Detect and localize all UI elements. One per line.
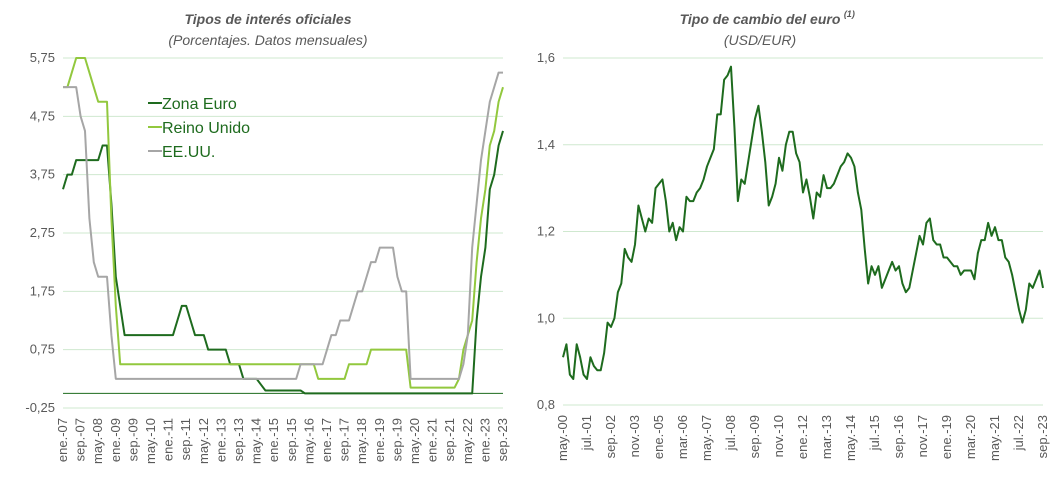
y-tick-label: 1,0 (537, 310, 555, 325)
x-tick-label: jul.-22 (1011, 415, 1026, 451)
line-series (62, 130, 504, 395)
x-tick-label: sep.-07 (73, 418, 88, 461)
x-tick-label: jul.-08 (723, 415, 738, 451)
x-tick-label: may.-07 (699, 415, 714, 461)
x-tick-label: sep.-17 (337, 418, 352, 461)
x-tick-label: jul.-01 (579, 415, 594, 451)
x-tick-label: may.-20 (407, 418, 422, 464)
x-tick-label: may.-00 (555, 415, 570, 461)
x-tick-label: ene.-15 (266, 418, 281, 462)
legend-label: Zona Euro (162, 96, 237, 113)
x-tick-label: ene.-19 (372, 418, 387, 462)
x-tick-label: ene.-05 (651, 415, 666, 459)
y-tick-label: 1,75 (30, 283, 55, 298)
x-tick-label: ene.-23 (477, 418, 492, 462)
chart-title: Tipo de cambio del euro (680, 11, 841, 27)
legend-label: Reino Unido (162, 120, 250, 137)
line-series (63, 71, 503, 380)
x-tick-label: sep.-21 (442, 418, 457, 461)
x-tick-label: mar.-13 (819, 415, 834, 459)
x-tick-label: may.-10 (143, 418, 158, 464)
x-tick-label: sep.-13 (231, 418, 246, 461)
x-tick-label: sep.-11 (178, 418, 193, 460)
y-tick-label: 1,2 (537, 224, 555, 239)
x-tick-label: ene.-11 (161, 418, 176, 461)
x-tick-label: mar.-06 (675, 415, 690, 459)
title-note: (1) (844, 9, 855, 19)
x-tick-label: sep.-23 (495, 418, 510, 461)
chart-subtitle: (USD/EUR) (724, 32, 796, 48)
y-tick-label: 0,75 (30, 342, 55, 357)
x-tick-label: nov.-03 (627, 415, 642, 457)
x-tick-label: may.-16 (301, 418, 316, 464)
x-tick-label: may.-21 (987, 415, 1002, 461)
y-tick-label: 1,6 (537, 50, 555, 65)
y-tick-label: 3,75 (30, 167, 55, 182)
x-tick-label: nov.-10 (771, 415, 786, 457)
line-series (562, 65, 1044, 380)
x-tick-label: sep.-02 (603, 415, 618, 458)
y-tick-label: -0,25 (25, 400, 55, 415)
x-tick-label: sep.-09 (747, 415, 762, 458)
x-tick-label: may.-14 (843, 415, 858, 461)
x-tick-label: ene.-17 (319, 418, 334, 462)
x-tick-label: may.-18 (354, 418, 369, 464)
x-tick-label: may.-14 (249, 418, 264, 464)
x-tick-label: ene.-13 (213, 418, 228, 462)
y-tick-label: 2,75 (30, 225, 55, 240)
x-tick-label: jul.-15 (867, 415, 882, 451)
x-tick-label: sep.-23 (1035, 415, 1050, 458)
x-tick-label: sep.-15 (284, 418, 299, 461)
y-tick-label: 1,4 (537, 137, 555, 152)
x-tick-label: ene.-19 (939, 415, 954, 459)
x-tick-label: ene.-21 (425, 418, 440, 462)
x-tick-label: nov.-17 (915, 415, 930, 457)
x-tick-label: ene.-12 (795, 415, 810, 459)
x-tick-label: ene.-07 (55, 418, 70, 462)
x-tick-label: ene.-09 (108, 418, 123, 462)
legend-label: EE.UU. (162, 144, 215, 161)
x-tick-label: sep.-19 (389, 418, 404, 461)
chart-subtitle: (Porcentajes. Datos mensuales) (168, 32, 367, 48)
x-tick-label: sep.-09 (125, 418, 140, 461)
x-tick-label: may.-12 (196, 418, 211, 464)
y-tick-label: 4,75 (30, 108, 55, 123)
line-series (63, 57, 504, 389)
chart-title: Tipos de interés oficiales (184, 11, 351, 27)
x-tick-label: sep.-16 (891, 415, 906, 458)
x-tick-label: may.-22 (460, 418, 475, 464)
y-tick-label: 0,8 (537, 397, 555, 412)
x-tick-label: may.-08 (90, 418, 105, 464)
y-tick-label: 5,75 (30, 50, 55, 65)
x-tick-label: mar.-20 (963, 415, 978, 459)
